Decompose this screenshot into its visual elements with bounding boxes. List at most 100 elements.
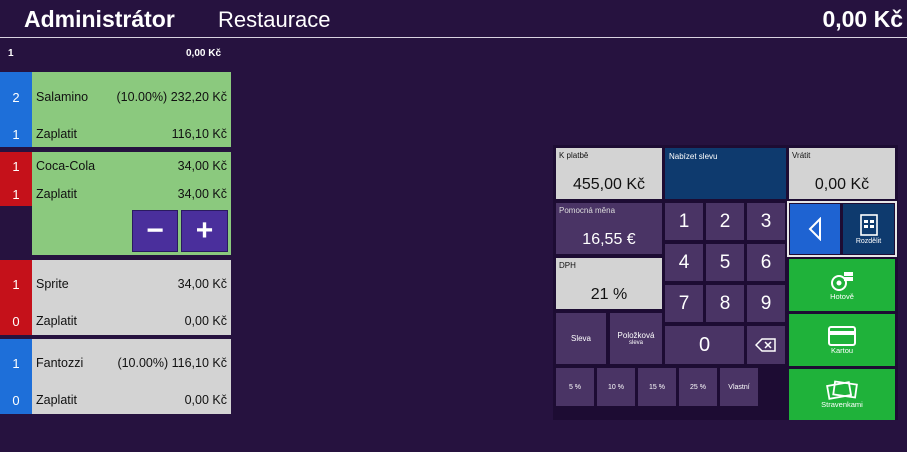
item-price: (10.00%) 116,10 Kč — [117, 356, 227, 370]
item-qty: 1 — [12, 158, 20, 174]
item-name: Fantozzi — [36, 356, 84, 370]
user-name: Administrátor — [24, 6, 175, 32]
item-row: Fantozzi (10.00%) 116,10 Kč — [32, 350, 231, 376]
key-5[interactable]: 5 — [706, 244, 744, 281]
pay-amount: 34,00 Kč — [177, 187, 227, 201]
vouchers-button[interactable]: Stravenkami — [789, 369, 895, 420]
vouchers-label: Stravenkami — [821, 400, 863, 409]
pay-qty: 0 — [12, 313, 20, 329]
discount-25-button[interactable]: 25 % — [679, 368, 717, 406]
credit-card-icon — [828, 325, 856, 346]
item-price: 34,00 Kč — [177, 277, 227, 291]
item-qty: 1 — [12, 276, 20, 292]
key-7[interactable]: 7 — [665, 285, 703, 322]
pay-amount: 0,00 Kč — [184, 393, 227, 407]
qty-strip — [0, 152, 32, 206]
key-1[interactable]: 1 — [665, 203, 703, 240]
list-item[interactable]: 2 Salamino (10.00%) 232,20 Kč 1 Zaplatit… — [0, 72, 231, 147]
backspace-button[interactable] — [747, 326, 785, 364]
cash-icon — [831, 271, 853, 291]
vat-value: 21 % — [590, 286, 628, 303]
key-3[interactable]: 3 — [747, 203, 785, 240]
pay-qty: 1 — [12, 126, 20, 142]
secondary-currency-display[interactable]: Pomocná měna 16,55 € — [556, 203, 662, 254]
order-amount: 0,00 Kč — [186, 48, 222, 59]
list-item[interactable]: 1 Fantozzi (10.00%) 116,10 Kč 0 Zaplatit… — [0, 339, 231, 414]
list-item[interactable]: 1 Coca-Cola 34,00 Kč 1 Zaplatit 34,00 Kč… — [0, 152, 231, 255]
item-body — [32, 260, 231, 335]
qty-strip — [0, 260, 32, 335]
item-qty: 1 — [12, 355, 20, 371]
qty-strip — [0, 72, 32, 147]
vat-label: DPH — [559, 261, 576, 270]
pay-amount: 116,10 Kč — [171, 127, 227, 141]
back-arrow-icon — [808, 217, 821, 241]
card-button[interactable]: Kartou — [789, 314, 895, 366]
item-name: Coca-Cola — [36, 159, 96, 173]
pay-qty: 0 — [12, 392, 20, 408]
to-pay-value: 455,00 Kč — [572, 176, 646, 193]
pay-label: Zaplatit — [36, 314, 77, 328]
item-body — [32, 72, 231, 147]
split-label: Rozdělit — [855, 237, 882, 245]
order-count: 1 — [8, 48, 14, 59]
section-name: Restaurace — [218, 7, 331, 32]
pay-label: Zaplatit — [36, 393, 77, 407]
cash-label: Hotově — [830, 291, 854, 301]
key-4[interactable]: 4 — [665, 244, 703, 281]
key-0[interactable]: 0 — [665, 326, 744, 364]
header-total: 0,00 Kč — [822, 6, 903, 32]
card-label: Kartou — [830, 345, 854, 355]
pay-qty: 1 — [12, 186, 20, 202]
item-price: 34,00 Kč — [177, 159, 227, 173]
item-name: Salamino — [36, 90, 89, 104]
key-2[interactable]: 2 — [706, 203, 744, 240]
item-row: Salamino (10.00%) 232,20 Kč — [32, 84, 231, 110]
decrease-button[interactable]: − — [132, 210, 178, 252]
pay-row: Zaplatit 116,10 Kč — [32, 121, 231, 147]
change-label: Vrátit — [792, 151, 811, 160]
discount-10-button[interactable]: 10 % — [597, 368, 635, 406]
key-6[interactable]: 6 — [747, 244, 785, 281]
discount-button[interactable]: Sleva — [556, 313, 606, 364]
item-name: Sprite — [36, 277, 69, 291]
item-price: (10.00%) 232,20 Kč — [116, 90, 228, 104]
pay-label: Zaplatit — [36, 187, 77, 201]
split-bill-icon — [859, 213, 878, 236]
split-button[interactable]: Rozdělit — [843, 204, 894, 254]
header-divider — [0, 37, 907, 38]
item-discount-button[interactable]: Položková sleva — [610, 313, 662, 364]
vat-display[interactable]: DPH 21 % — [556, 258, 662, 309]
cash-button[interactable]: Hotově — [789, 259, 895, 311]
qty-strip — [0, 339, 32, 414]
secondary-currency-value: 16,55 € — [582, 231, 636, 248]
pay-row: Zaplatit 34,00 Kč — [32, 182, 231, 206]
pay-amount: 0,00 Kč — [184, 314, 227, 328]
secondary-currency-label: Pomocná měna — [559, 206, 616, 215]
change-display: Vrátit 0,00 Kč — [789, 148, 895, 199]
list-item[interactable]: 1 Sprite 34,00 Kč 0 Zaplatit 0,00 Kč — [0, 260, 231, 335]
offer-discount-button[interactable]: Nabízet slevu — [665, 148, 786, 199]
backspace-icon — [755, 338, 776, 352]
discount-5-button[interactable]: 5 % — [556, 368, 594, 406]
discount-15-button[interactable]: 15 % — [638, 368, 676, 406]
key-9[interactable]: 9 — [747, 285, 785, 322]
to-pay-display: K platbě 455,00 Kč — [556, 148, 662, 199]
increase-button[interactable]: + — [181, 210, 228, 252]
pay-row: Zaplatit 0,00 Kč — [32, 308, 231, 334]
meal-voucher-icon — [826, 380, 858, 400]
item-row: Sprite 34,00 Kč — [32, 271, 231, 297]
item-body — [32, 339, 231, 414]
key-8[interactable]: 8 — [706, 285, 744, 322]
pay-label: Zaplatit — [36, 127, 77, 141]
item-discount-label-2: sleva — [628, 340, 643, 346]
change-value: 0,00 Kč — [814, 176, 870, 193]
pay-row: Zaplatit 0,00 Kč — [32, 387, 231, 413]
item-row: Coca-Cola 34,00 Kč — [32, 154, 231, 178]
offer-discount-label: Nabízet slevu — [669, 152, 718, 161]
item-qty: 2 — [12, 89, 20, 105]
item-discount-label-1: Položková — [617, 331, 655, 340]
back-button[interactable] — [790, 204, 840, 254]
to-pay-label: K platbě — [559, 151, 589, 160]
custom-discount-button[interactable]: Vlastní — [720, 368, 758, 406]
